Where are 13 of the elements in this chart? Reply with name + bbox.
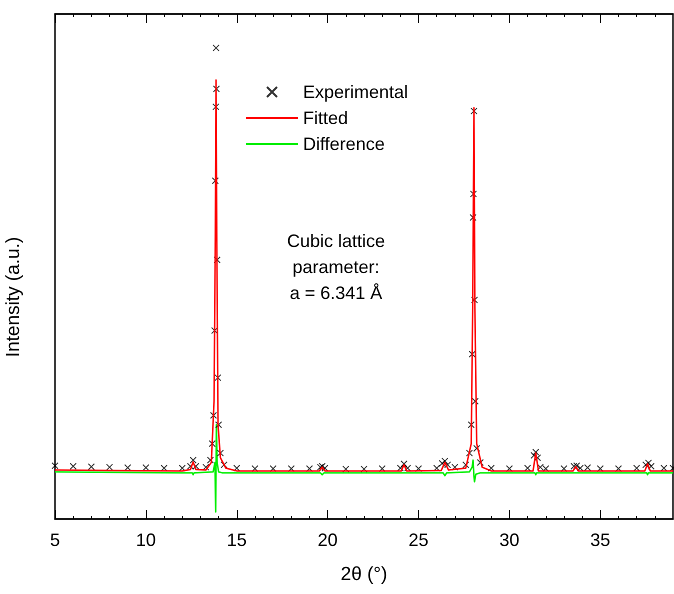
x-tick-label: 20 [318,530,338,550]
x-tick-label: 35 [590,530,610,550]
x-tick-label: 10 [136,530,156,550]
x-tick-label: 25 [408,530,429,550]
annotation: Cubic lattice parameter: a = 6.341 Å [286,231,386,303]
legend-label: Difference [303,134,385,154]
x-tick-label: 30 [499,530,520,550]
y-axis-title: Intensity (a.u.) [3,236,24,358]
x-tick-label: 15 [226,530,247,550]
x-axis-title: 2θ (°) [340,564,388,585]
legend-label: Experimental [303,82,408,102]
x-tick-label: 5 [50,530,60,550]
legend-label: Fitted [303,108,348,128]
